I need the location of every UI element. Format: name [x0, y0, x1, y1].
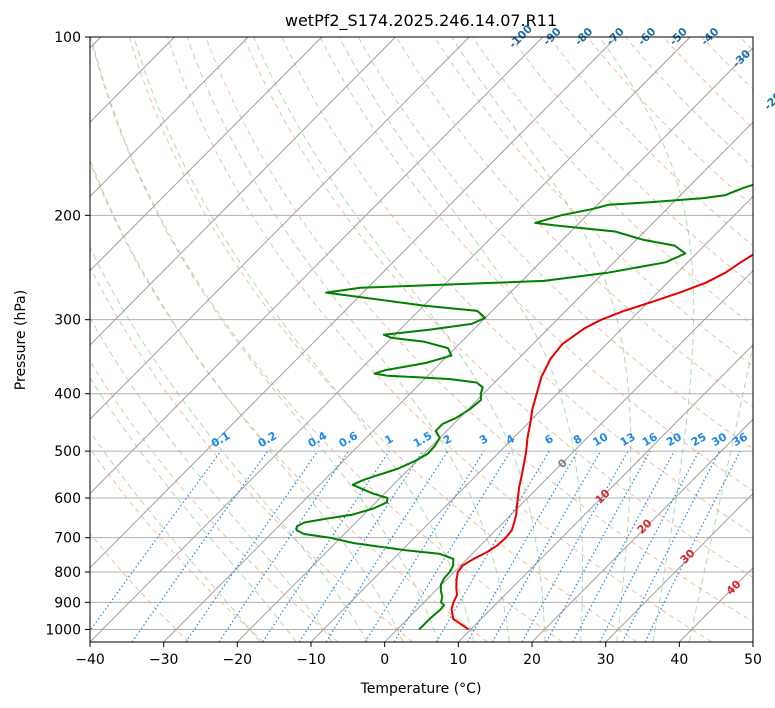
x-tick-label: −10: [296, 652, 326, 668]
isotherm: [90, 37, 396, 346]
isotherm: [90, 37, 470, 420]
mixing-ratio-line: [325, 450, 449, 642]
dry-adiabat: [357, 37, 753, 450]
plot-background: [90, 37, 753, 642]
y-tick-label: 500: [54, 444, 81, 460]
y-tick-label: 400: [54, 387, 81, 403]
isotherm: [90, 37, 544, 495]
dry-adiabat: [395, 37, 753, 408]
dry-adiabat: [90, 359, 339, 642]
x-tick-label: 40: [670, 652, 688, 668]
mixing-ratio-line: [393, 450, 512, 642]
chart-title: wetPf2_S174.2025.246.14.07.R11: [285, 11, 557, 31]
isotherm: [163, 47, 753, 642]
mixing-ratio-line: [621, 450, 721, 642]
x-tick-label: 50: [744, 652, 762, 668]
isotherm: [531, 418, 753, 642]
x-tick-label: 0: [380, 652, 389, 668]
axes: −40 −30 −20 −10 0 10 20 30 40 50 1000 900 800 700 600 5…: [45, 30, 762, 668]
moist-adiabat: [90, 316, 333, 642]
mixing-ratio-line: [644, 450, 741, 642]
moist-adiabat: [90, 430, 261, 642]
y-tick-label: 100: [54, 30, 81, 46]
dry-adiabat: [90, 532, 190, 642]
isotherm: [236, 121, 753, 642]
mixing-ratio-line: [262, 450, 390, 642]
mixing-ratio-line: [572, 450, 675, 642]
x-tick-label: −30: [149, 652, 179, 668]
mixing-ratio-line: [218, 450, 350, 642]
moist-adiabat: [90, 246, 369, 642]
mixing-ratio-line: [185, 450, 319, 642]
pressure-gridlines: [90, 37, 753, 630]
mixing-ratio-line: [131, 450, 269, 642]
moist-adiabat: [599, 37, 695, 642]
moist-adiabat: [253, 37, 546, 642]
dry-adiabats: [90, 37, 753, 642]
isotherm: [605, 492, 753, 642]
moist-adiabat: [338, 37, 584, 642]
moist-adiabat: [133, 37, 475, 642]
isotherms: [90, 37, 753, 642]
mixing-ratio-line: [90, 450, 222, 632]
x-tick-label: −20: [223, 652, 253, 668]
plot-area: [90, 37, 753, 642]
y-tick-label: 700: [54, 531, 81, 547]
moist-adiabat: [90, 158, 404, 642]
dry-adiabat: [625, 37, 753, 168]
isotherm: [90, 37, 323, 272]
isotherm: [90, 37, 617, 569]
x-tick-label: 10: [449, 652, 467, 668]
dry-adiabat: [90, 37, 563, 642]
isotherm: [90, 37, 249, 198]
isotherm: [384, 269, 753, 642]
temperature-profile: [450, 253, 753, 631]
isotherm: [310, 195, 753, 642]
sounding-profiles: [295, 183, 753, 631]
mixing-ratio-line: [521, 450, 629, 642]
mixing-ratio-line: [491, 450, 602, 642]
isotherm: [90, 37, 691, 642]
x-tick-label: 30: [597, 652, 615, 668]
dewpoint-profile: [295, 183, 753, 631]
y-tick-label: 200: [54, 208, 81, 224]
y-axis-label: Pressure (hPa): [13, 290, 29, 390]
y-tick-label: 800: [54, 565, 81, 581]
dry-adiabat: [434, 37, 753, 367]
dry-adiabat: [243, 37, 753, 579]
dry-adiabat: [167, 37, 712, 642]
mixing-ratio-lines: [90, 450, 741, 642]
x-tick-label: −40: [75, 652, 105, 668]
y-tick-label: 300: [54, 313, 81, 329]
x-axis-label: Temperature (°C): [360, 681, 482, 697]
plot-frame: [89, 36, 754, 643]
y-tick-label: 900: [54, 595, 81, 611]
y-tick-label: 1000: [45, 622, 81, 638]
dry-adiabat: [128, 37, 638, 642]
mixing-ratio-line: [298, 450, 424, 642]
isotherm: [457, 344, 753, 642]
moist-adiabat: [688, 341, 753, 642]
mixing-ratio-line: [545, 450, 651, 642]
x-tick-label: 20: [523, 652, 541, 668]
y-tick-label: 600: [54, 491, 81, 507]
moist-adiabat: [90, 376, 297, 642]
moist-adiabat: [451, 37, 632, 642]
moist-adiabats: [90, 37, 753, 642]
moist-adiabat: [90, 37, 439, 642]
dry-adiabat: [472, 37, 753, 327]
moist-adiabat: [186, 37, 510, 642]
